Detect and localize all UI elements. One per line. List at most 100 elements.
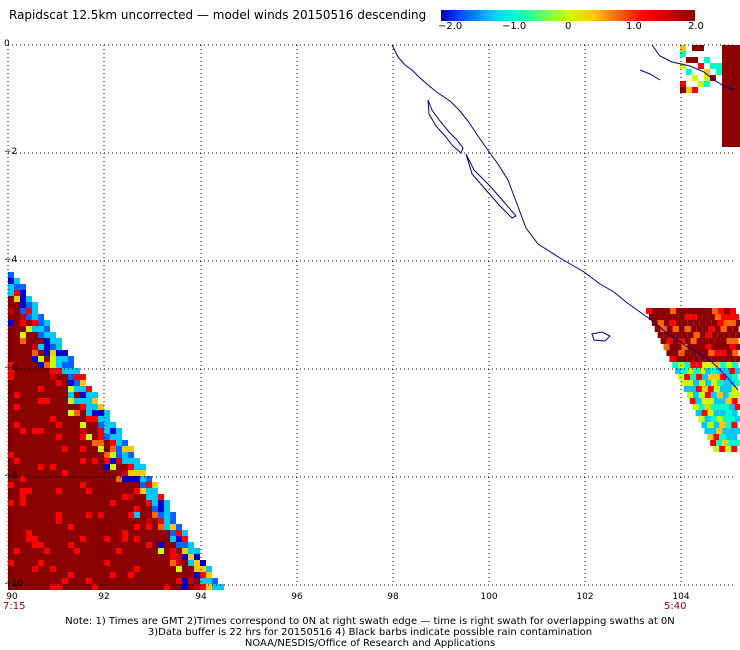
swath-pixel [32,560,38,566]
swath-pixel [80,398,86,404]
swath-pixel [164,554,170,560]
swath-pixel [92,392,98,398]
swath-pixel [26,548,32,554]
swath-pixel [62,428,68,434]
swath-pixel [62,530,68,536]
swath-pixel [56,536,62,542]
swath-pixel [682,308,688,314]
swath-pixel [110,422,116,428]
swath-pixel [38,338,44,344]
swath-pixel [74,368,80,374]
swath-pixel [140,518,146,524]
swath-pixel [8,464,14,470]
swath-pixel [693,380,699,386]
swath-pixel [104,578,110,584]
swath-pixel [146,548,152,554]
swath-pixel [68,482,74,488]
swath-pixel [116,440,122,446]
swath-pixel [152,578,158,584]
swath-pixel [50,428,56,434]
swath-pixel [170,542,176,548]
swath-pixel [657,320,664,326]
swath-pixel [62,368,68,374]
swath-pixel [26,416,32,422]
swath-pixel [20,578,26,584]
swath-pixel [50,554,56,560]
time-left: 7:15 [3,601,26,612]
swath-pixel [719,410,726,416]
swath-pixel [122,464,128,470]
swath-pixel [26,452,32,458]
swath-pixel [98,542,104,548]
swath-pixel [164,542,170,548]
swath-pixel [194,548,200,554]
swath-pixel [68,572,74,578]
swath-pixel [669,344,676,350]
swath-pixel [50,416,56,422]
swath-pixel [734,99,740,105]
swath-pixel [170,578,176,584]
swath-pixel [74,554,80,560]
swath-pixel [8,548,14,554]
swath-pixel [38,512,44,518]
swath-pixel [38,500,44,506]
swath-pixel [701,410,708,416]
swath-pixel [188,560,194,566]
swath-pixel [158,518,164,524]
swath-pixel [725,446,732,452]
swath-pixel [705,320,712,326]
swath-pixel [110,548,116,554]
swath-pixel [104,518,110,524]
swath-pixel [116,560,122,566]
swath-pixel [32,524,38,530]
swath-pixel [80,404,86,410]
swath-pixel [74,578,80,584]
y-label-5: −10 [4,579,23,589]
swath-pixel [122,584,128,590]
swath-pixel [720,326,727,332]
swath-pixel [98,452,104,458]
swath-pixel [80,500,86,506]
swath-pixel [14,332,20,338]
swath-pixel [720,350,727,356]
swath-pixel [8,440,14,446]
swath-pixel [50,488,56,494]
swath-pixel [50,458,56,464]
swath-pixel [26,560,32,566]
swath-pixel [68,434,74,440]
swath-pixel [734,416,740,422]
swath-pixel [26,320,32,326]
swath-pixel [110,572,116,578]
swath-pixel [80,464,86,470]
swath-pixel [68,416,74,422]
swath-pixel [722,51,728,57]
swath-pixel [92,500,98,506]
swath-pixel [194,566,200,572]
swath-pixel [722,105,728,111]
swath-pixel [68,560,74,566]
swath-pixel [20,386,26,392]
swath-pixel [728,51,734,57]
swath-pixel [14,290,20,296]
swath-pixel [68,428,74,434]
swath-pixel [98,572,104,578]
swath-pixel [86,548,92,554]
swath-pixel [728,392,735,398]
swath-pixel [8,356,14,362]
swath-pixel [98,404,104,410]
swath-pixel [62,578,68,584]
swath-pixel [128,452,134,458]
grid-lines [7,44,736,586]
swath-pixel [719,422,726,428]
swath-pixel [164,536,170,542]
swath-pixel [734,57,740,63]
swath-pixel [32,494,38,500]
swath-pixel [170,560,176,566]
swath-pixel [128,446,134,452]
swath-pixel [672,350,679,356]
swath-pixel [20,488,26,494]
swath-pixel [122,512,128,518]
swath-pixel [717,344,724,350]
swath-pixel [158,566,164,572]
swath-pixel [14,470,20,476]
